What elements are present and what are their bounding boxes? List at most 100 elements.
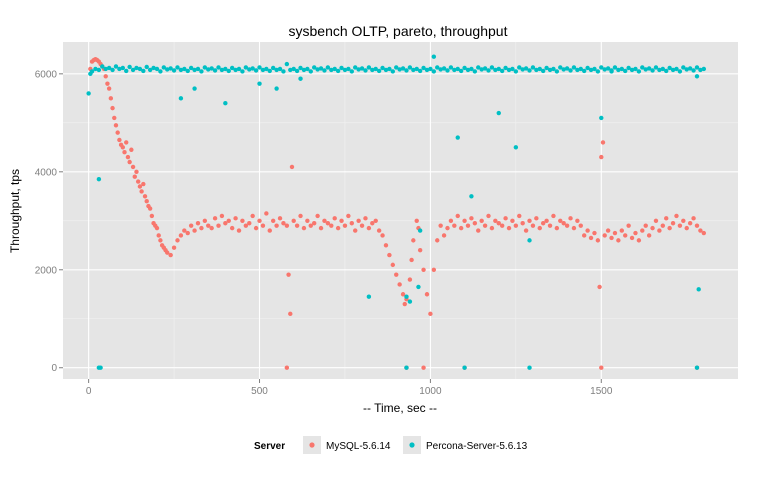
data-point (431, 267, 437, 272)
data-point (353, 65, 358, 70)
data-point (329, 223, 334, 228)
data-point (294, 223, 300, 228)
data-point (366, 225, 372, 231)
data-point (527, 68, 532, 73)
data-point (657, 228, 662, 233)
data-point (499, 223, 505, 228)
data-point (291, 218, 296, 223)
data-point (216, 223, 221, 228)
data-point (605, 228, 611, 233)
data-point (633, 230, 638, 236)
data-point (233, 216, 238, 221)
data-point (156, 233, 161, 238)
data-point (513, 145, 519, 150)
data-point (260, 223, 266, 228)
data-point (390, 69, 396, 74)
data-point (135, 179, 141, 184)
data-point (195, 66, 201, 72)
legend-label-mysql: MySQL-5.6.14 (326, 441, 391, 452)
data-point (698, 67, 703, 73)
data-point (288, 311, 293, 317)
data-point (643, 223, 648, 228)
data-point (223, 221, 228, 226)
data-point (670, 221, 676, 226)
y-tick-label: 4000 (35, 167, 58, 178)
data-point (435, 65, 440, 70)
data-point (209, 66, 214, 71)
data-point (165, 67, 170, 72)
data-point (383, 67, 389, 73)
data-point (168, 252, 173, 258)
data-point (142, 194, 148, 199)
data-point (147, 206, 153, 211)
data-point (253, 68, 259, 73)
data-point (113, 123, 119, 128)
data-point (592, 66, 597, 72)
data-point (229, 225, 235, 231)
data-point (517, 213, 522, 219)
data-point (623, 233, 628, 238)
data-point (469, 216, 474, 221)
data-point (267, 228, 272, 233)
data-point (503, 216, 508, 221)
data-point (602, 67, 607, 72)
data-point (308, 223, 313, 228)
legend: Server MySQL-5.6.14 Percona-Server-5.6.1… (254, 436, 528, 454)
data-point (380, 65, 385, 71)
data-point (462, 218, 467, 223)
data-point (113, 64, 119, 69)
data-point (216, 65, 221, 70)
data-point (240, 69, 245, 74)
data-point (390, 262, 396, 268)
data-point (441, 233, 447, 238)
data-point (677, 69, 683, 74)
data-point (496, 110, 501, 116)
data-point (599, 65, 604, 70)
data-point (243, 65, 249, 70)
data-point (496, 221, 501, 226)
data-point (171, 68, 177, 73)
data-point (568, 216, 573, 221)
data-point (356, 67, 361, 72)
data-point (359, 66, 365, 71)
data-point (653, 65, 659, 70)
data-point (141, 181, 146, 187)
data-point (558, 65, 563, 70)
data-point (144, 198, 149, 204)
data-point (373, 218, 378, 223)
data-point (243, 223, 249, 228)
data-point (86, 91, 91, 96)
data-point (247, 221, 252, 226)
data-point (701, 66, 707, 72)
data-point (353, 228, 358, 233)
data-point (233, 67, 238, 73)
data-point (175, 238, 180, 243)
data-point (339, 218, 344, 223)
data-point (619, 66, 624, 72)
data-point (363, 216, 368, 221)
data-point (687, 66, 693, 71)
data-points (86, 54, 707, 370)
data-point (558, 218, 563, 223)
data-point (103, 74, 108, 79)
data-point (223, 101, 228, 106)
data-point (229, 65, 235, 71)
data-point (493, 218, 498, 223)
data-point (105, 81, 110, 86)
data-point (667, 65, 672, 71)
data-point (421, 65, 426, 71)
data-point (260, 67, 266, 73)
data-point (301, 225, 307, 231)
data-point (106, 86, 112, 91)
data-point (694, 223, 700, 228)
data-point (585, 228, 590, 233)
data-point (416, 284, 421, 290)
data-point (435, 238, 440, 243)
data-point (414, 66, 419, 72)
data-point (623, 68, 628, 74)
data-point (612, 65, 618, 70)
data-point (132, 174, 137, 179)
data-point (130, 67, 136, 73)
data-point (599, 154, 604, 160)
data-point (493, 67, 498, 73)
